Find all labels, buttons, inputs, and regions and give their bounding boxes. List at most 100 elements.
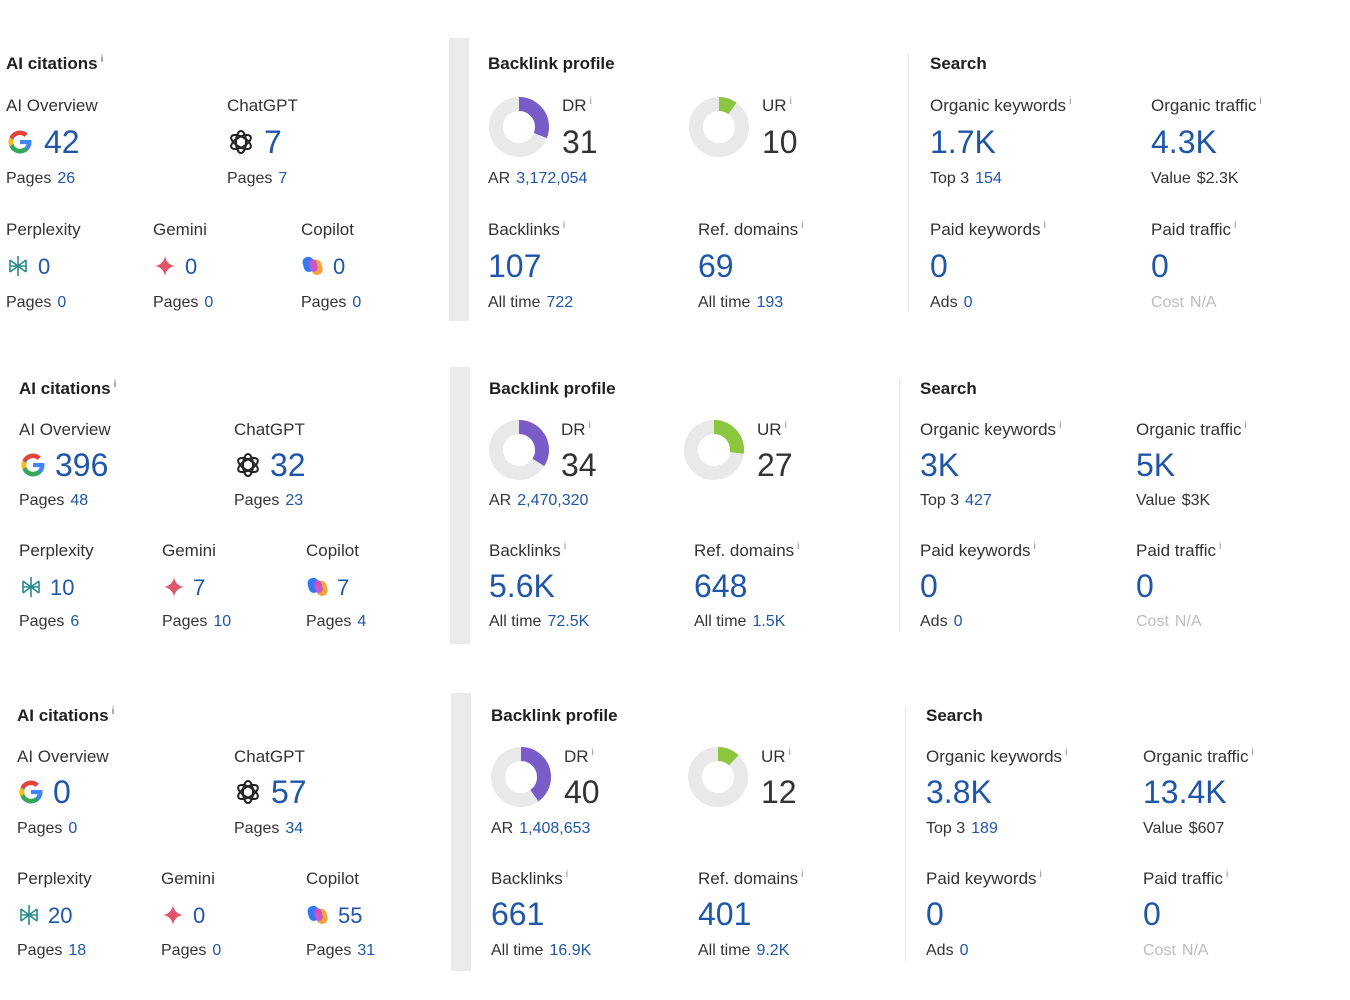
copilot-count[interactable]: 55 (338, 903, 363, 928)
perplexity-icon (20, 905, 38, 925)
organic-traffic-value[interactable]: 5K (1136, 447, 1176, 483)
ref-domains-value[interactable]: 401 (698, 896, 752, 932)
ads-value: Ads 0 (930, 294, 973, 311)
ai-citations-heading: AI citations i (19, 379, 117, 398)
info-icon[interactable]: i (1251, 747, 1254, 759)
ai-citations-heading: AI citations i (17, 706, 115, 725)
info-icon[interactable]: i (784, 420, 787, 432)
ur-label: UR i (757, 420, 787, 439)
organic-keywords-value[interactable]: 1.7K (930, 124, 996, 160)
ar-value: AR 3,172,054 (488, 170, 588, 187)
info-icon[interactable]: i (588, 420, 591, 432)
paid-traffic-value[interactable]: 0 (1143, 896, 1161, 932)
paid-keywords-value[interactable]: 0 (920, 568, 938, 604)
info-icon[interactable]: i (801, 869, 804, 881)
info-icon[interactable]: i (1244, 420, 1247, 432)
paid-keywords-label: Paid keywords i (926, 869, 1042, 888)
info-icon[interactable]: i (565, 869, 569, 881)
info-icon[interactable]: i (591, 747, 594, 759)
copilot-count[interactable]: 0 (333, 254, 346, 279)
copilot-count[interactable]: 7 (337, 575, 350, 600)
info-icon[interactable]: i (1234, 220, 1237, 232)
info-icon[interactable]: i (788, 747, 791, 759)
info-icon[interactable]: i (100, 54, 104, 66)
copilot-label: Copilot (306, 869, 359, 888)
gemini-count[interactable]: 7 (193, 575, 206, 600)
paid-keywords-value[interactable]: 0 (930, 248, 948, 284)
ai-overview-count[interactable]: 0 (53, 774, 71, 810)
info-icon[interactable]: i (1226, 869, 1229, 881)
gemini-count[interactable]: 0 (193, 903, 206, 928)
perplexity-count[interactable]: 20 (48, 903, 73, 928)
backlinks-all-time: All time 72.5K (489, 613, 590, 630)
backlinks-value[interactable]: 661 (491, 896, 545, 932)
info-icon[interactable]: i (789, 96, 792, 108)
info-icon[interactable]: i (562, 220, 566, 232)
ai-overview-pages: Pages 0 (17, 820, 78, 837)
info-icon[interactable]: i (111, 706, 115, 718)
gemini-sparkle-icon (154, 255, 176, 277)
chatgpt-count[interactable]: 32 (270, 447, 306, 483)
chatgpt-count[interactable]: 57 (271, 774, 307, 810)
info-icon[interactable]: i (1039, 869, 1042, 881)
info-icon[interactable]: i (1043, 220, 1046, 232)
info-icon[interactable]: i (589, 96, 592, 108)
perplexity-count[interactable]: 10 (50, 575, 75, 600)
backlink-profile-heading: Backlink profile (488, 54, 615, 73)
ads-value: Ads 0 (920, 613, 963, 630)
perplexity-pages: Pages 0 (6, 294, 67, 311)
perplexity-icon (22, 577, 40, 597)
backlinks-value[interactable]: 5.6K (489, 568, 555, 604)
info-icon[interactable]: i (1033, 541, 1036, 553)
info-icon[interactable]: i (563, 541, 567, 553)
dr-donut (491, 747, 551, 807)
ur-donut-fill (689, 97, 749, 157)
ur-label: UR i (761, 747, 791, 766)
info-icon[interactable]: i (1069, 96, 1072, 108)
organic-traffic-label: Organic traffic i (1151, 96, 1262, 115)
paid-traffic-value[interactable]: 0 (1151, 248, 1169, 284)
info-icon[interactable]: i (1059, 420, 1062, 432)
organic-keywords-label: Organic keywords i (930, 96, 1072, 115)
section-divider (908, 54, 909, 312)
perplexity-count[interactable]: 0 (38, 254, 51, 279)
ref-domains-value[interactable]: 69 (698, 248, 734, 284)
copilot-pages: Pages 31 (306, 942, 376, 959)
ai-overview-count[interactable]: 396 (55, 447, 109, 483)
chatgpt-count[interactable]: 7 (264, 124, 282, 160)
paid-traffic-value[interactable]: 0 (1136, 568, 1154, 604)
info-icon[interactable]: i (797, 541, 800, 553)
organic-traffic-value[interactable]: 13.4K (1143, 774, 1227, 810)
ads-value: Ads 0 (926, 942, 969, 959)
ur-donut (684, 420, 744, 480)
backlinks-all-time: All time 722 (488, 294, 574, 311)
dr-donut-fill (489, 97, 549, 157)
organic-keywords-value[interactable]: 3K (920, 447, 960, 483)
copilot-pages: Pages 4 (306, 613, 367, 630)
top3-value: Top 3 154 (930, 170, 1002, 187)
cost-value: Cost N/A (1151, 294, 1217, 311)
backlinks-value[interactable]: 107 (488, 248, 542, 284)
ur-value: 12 (761, 774, 797, 810)
google-g-icon (8, 130, 32, 154)
organic-keywords-value[interactable]: 3.8K (926, 774, 992, 810)
gemini-count[interactable]: 0 (185, 254, 198, 279)
organic-traffic-value[interactable]: 4.3K (1151, 124, 1217, 160)
ai-overview-count[interactable]: 42 (44, 124, 80, 160)
chatgpt-label: ChatGPT (234, 747, 305, 766)
ref-domains-label: Ref. domains i (698, 220, 804, 239)
info-icon[interactable]: i (801, 220, 804, 232)
ur-donut (688, 747, 748, 807)
openai-icon (230, 130, 252, 154)
ref-domains-value[interactable]: 648 (694, 568, 748, 604)
ai-overview-label: AI Overview (19, 420, 111, 439)
paid-keywords-value[interactable]: 0 (926, 896, 944, 932)
dr-value: 40 (564, 774, 600, 810)
dr-value: 31 (562, 124, 598, 160)
paid-traffic-label: Paid traffic i (1136, 541, 1222, 560)
info-icon[interactable]: i (1065, 747, 1068, 759)
info-icon[interactable]: i (1259, 96, 1262, 108)
info-icon[interactable]: i (1219, 541, 1222, 553)
info-icon[interactable]: i (113, 379, 117, 391)
gemini-label: Gemini (161, 869, 215, 888)
